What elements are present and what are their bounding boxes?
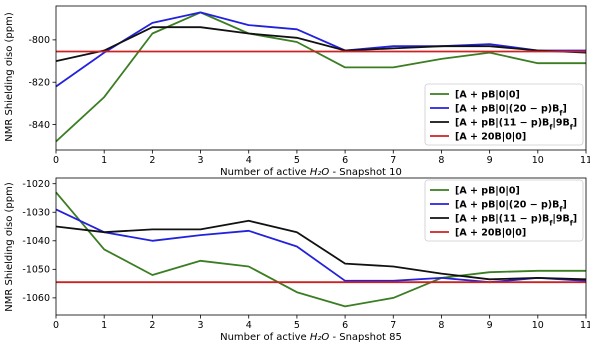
x-tick-label: 6: [342, 320, 348, 331]
series-line-1: [55, 191, 586, 308]
x-tick-label: 11: [580, 320, 590, 331]
x-tick-label: 4: [246, 155, 252, 166]
plot-frame: [55, 5, 587, 151]
x-axis-label: Number of active H₂O - Snapshot 10: [220, 167, 402, 178]
legend-label: [A + 20B|0|0]: [455, 132, 526, 143]
legend-label: [A + pB|0|0]: [455, 90, 520, 101]
legend-label: [A + pB|(11 − p)Bf|9Bf]: [455, 118, 577, 132]
chart-panel-1: 0 1 2 3 4 5 6 7 8 9 10 11 -840 -820 -800 Number of acti…: [4, 5, 590, 178]
x-tick-label: 9: [487, 320, 493, 331]
x-tick-label: 1: [101, 155, 107, 166]
x-tick-label: 6: [342, 155, 348, 166]
x-tick-label: 5: [294, 320, 300, 331]
y-tick-label: -1030: [22, 208, 50, 219]
x-tick-label: 10: [532, 320, 544, 331]
legend-label: [A + pB|(11 − p)Bf|9Bf]: [455, 214, 577, 228]
legend-box: [424, 83, 584, 146]
y-tick-label: -1020: [22, 179, 50, 190]
x-tick-label: 2: [149, 320, 155, 331]
y-axis-label: NMR Shielding σiso (ppm): [4, 12, 15, 142]
x-tick-label: 8: [438, 155, 444, 166]
legend-label: [A + pB|0|(20 − p)Bf]: [455, 200, 567, 214]
y-tick-label: -820: [28, 78, 50, 89]
x-tick-label: 7: [390, 320, 396, 331]
x-tick-label: 7: [390, 155, 396, 166]
y-tick-label: -840: [28, 120, 50, 131]
y-tick-label: -800: [28, 35, 50, 46]
legend-label: [A + pB|0|0]: [455, 186, 520, 197]
x-tick-label: 3: [198, 320, 204, 331]
series-line-1: [55, 11, 586, 143]
legend-box: [424, 179, 584, 242]
x-tick-label: 9: [487, 155, 493, 166]
x-tick-label: 5: [294, 155, 300, 166]
legend: [A + pB|0|0] [A + pB|0|(20 − p)Bf][A + pB…: [424, 179, 584, 242]
y-tick-label: -1050: [22, 265, 50, 276]
series-line-3: [55, 219, 587, 281]
x-tick-label: 3: [198, 155, 204, 166]
x-tick-label: 10: [532, 155, 544, 166]
y-tick-label: -1040: [22, 236, 50, 247]
y-tick-label: -1060: [22, 293, 50, 304]
x-tick-label: 4: [246, 320, 252, 331]
legend-label: [A + pB|0|(20 − p)Bf]: [455, 104, 567, 118]
legend-label: [A + 20B|0|0]: [455, 228, 526, 239]
y-axis-label: NMR Shielding σiso (ppm): [4, 182, 15, 312]
plot-frame: [55, 177, 587, 316]
x-tick-label: 8: [438, 320, 444, 331]
series-line-3: [55, 26, 587, 62]
chart-panel-2: 0 1 2 3 4 5 6 7 8 9 10 11 -1060 -1050 -1040 -1030 -1020 N…: [4, 177, 590, 343]
series-line-2: [55, 11, 586, 88]
x-tick-label: 1: [101, 320, 107, 331]
x-tick-label: 0: [53, 155, 59, 166]
x-axis-label: Number of active H₂O - Snapshot 85: [220, 332, 402, 343]
x-tick-label: 2: [149, 155, 155, 166]
x-tick-label: 0: [53, 320, 59, 331]
x-tick-label: 11: [580, 155, 590, 166]
legend: [A + pB|0|0] [A + pB|0|(20 − p)Bf][A + pB…: [424, 83, 584, 146]
